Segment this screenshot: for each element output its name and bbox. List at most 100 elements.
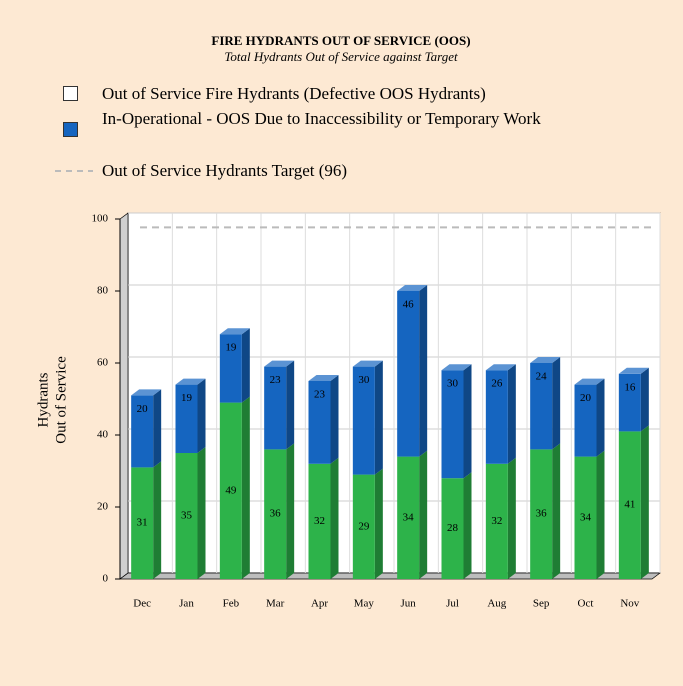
bar-side [153, 461, 162, 579]
y-tick-label: 60 [97, 357, 109, 369]
x-tick-label: Jul [446, 598, 459, 610]
x-tick-label: Aug [487, 598, 506, 610]
bar [441, 478, 464, 579]
bar-top [441, 364, 472, 371]
data-label: 28 [447, 522, 459, 534]
bar-side [330, 457, 339, 579]
bar-side [552, 357, 561, 450]
data-label: 41 [624, 499, 635, 511]
data-label: 46 [403, 299, 415, 311]
x-tick-label: Jun [401, 598, 417, 610]
bar-top [485, 364, 516, 371]
x-tick-label: Oct [578, 598, 594, 610]
bar-top [131, 389, 162, 396]
data-label: 49 [225, 484, 237, 496]
bar [397, 456, 420, 579]
data-label: 32 [314, 515, 325, 527]
bar-side [596, 450, 605, 579]
data-label: 16 [624, 381, 636, 393]
x-tick-label: Nov [620, 598, 639, 610]
bar [264, 449, 287, 579]
data-label: 23 [270, 374, 282, 386]
data-label: 36 [536, 508, 548, 520]
data-label: 34 [580, 511, 592, 523]
x-tick-label: May [354, 598, 375, 610]
y-axis-label: Hydrants [35, 372, 51, 427]
bar [618, 431, 641, 579]
bar [441, 370, 464, 479]
bar-side [197, 447, 206, 579]
bar-side [286, 443, 295, 579]
chart-subtitle: Total Hydrants Out of Service against Ta… [224, 49, 458, 64]
bar-side [374, 360, 383, 475]
bar-side [241, 396, 250, 579]
bar [530, 363, 553, 450]
data-label: 32 [491, 515, 502, 527]
bar-side [463, 364, 472, 479]
data-label: 19 [181, 392, 193, 404]
data-label: 30 [358, 374, 370, 386]
bar-side [552, 443, 561, 579]
bar [264, 366, 287, 450]
legend-label: Out of Service Fire Hydrants (Defective … [102, 84, 486, 103]
data-label: 20 [137, 403, 149, 415]
bar-side [507, 364, 516, 464]
y-tick-label: 100 [92, 213, 109, 225]
bar [574, 384, 597, 457]
bar-side [640, 367, 649, 432]
bar-top [264, 360, 295, 367]
bar [530, 449, 553, 579]
data-label: 26 [491, 378, 503, 390]
data-label: 20 [580, 392, 592, 404]
x-tick-label: Jan [179, 598, 194, 610]
x-tick-label: Feb [223, 598, 240, 610]
legend-swatch [63, 122, 78, 137]
bar [175, 384, 198, 453]
data-label: 30 [447, 378, 459, 390]
y-tick-label: 20 [97, 501, 109, 513]
x-tick-label: Sep [533, 598, 550, 610]
data-label: 23 [314, 389, 326, 401]
side-wall [119, 212, 129, 580]
bar-side [241, 328, 250, 403]
legend-swatch [63, 86, 78, 101]
bar-side [596, 378, 605, 457]
legend-label: Out of Service Hydrants Target (96) [102, 161, 348, 180]
x-tick-label: Mar [266, 598, 285, 610]
bar-side [419, 285, 428, 457]
bar [352, 366, 375, 475]
y-tick-label: 0 [103, 573, 109, 585]
x-tick-label: Apr [311, 598, 328, 610]
data-label: 31 [137, 517, 148, 529]
bar [219, 402, 242, 579]
y-tick-label: 40 [97, 429, 109, 441]
bar-side [286, 360, 295, 450]
x-tick-label: Dec [133, 598, 151, 610]
chart-title: FIRE HYDRANTS OUT OF SERVICE (OOS) [211, 33, 470, 48]
bar-side [463, 472, 472, 579]
bar [308, 463, 331, 579]
bar [308, 381, 331, 464]
bar-top [574, 378, 605, 385]
bar-side [640, 425, 649, 579]
bar-top [397, 285, 428, 291]
bar [175, 453, 198, 579]
bar [131, 395, 154, 468]
data-label: 34 [403, 511, 415, 523]
y-tick-label: 80 [97, 285, 109, 297]
bar [574, 456, 597, 579]
data-label: 24 [536, 371, 548, 383]
bar-side [374, 468, 383, 579]
bar-top [618, 367, 649, 374]
data-label: 36 [270, 508, 282, 520]
bar-side [197, 378, 206, 453]
bar-top [219, 328, 250, 335]
bar-side [507, 457, 516, 579]
bar-top [530, 357, 561, 363]
y-axis-label: Out of Service [53, 356, 69, 444]
legend-label: In-Operational - OOS Due to Inaccessibil… [102, 109, 541, 128]
bar-top [352, 360, 383, 367]
data-label: 19 [225, 342, 237, 354]
